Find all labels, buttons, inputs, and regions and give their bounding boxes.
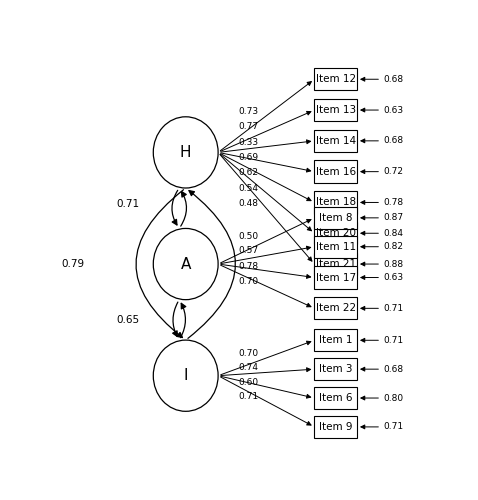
Text: 0.72: 0.72 <box>383 167 403 176</box>
Text: A: A <box>181 256 191 272</box>
Text: H: H <box>180 145 192 160</box>
Text: 0.78: 0.78 <box>239 262 259 271</box>
Text: 0.63: 0.63 <box>383 106 403 114</box>
Text: Item 11: Item 11 <box>315 242 356 252</box>
Text: 0.71: 0.71 <box>383 422 403 432</box>
FancyBboxPatch shape <box>315 329 357 351</box>
Text: Item 9: Item 9 <box>319 422 352 432</box>
Text: 0.74: 0.74 <box>239 364 259 372</box>
Text: 0.78: 0.78 <box>383 198 403 207</box>
Text: Item 22: Item 22 <box>315 304 356 314</box>
Ellipse shape <box>153 228 218 300</box>
FancyBboxPatch shape <box>315 160 357 183</box>
Text: 0.50: 0.50 <box>239 232 259 241</box>
Ellipse shape <box>153 340 218 411</box>
Text: 0.57: 0.57 <box>239 246 259 256</box>
Text: 0.71: 0.71 <box>117 200 140 209</box>
Text: Item 18: Item 18 <box>315 198 356 207</box>
Ellipse shape <box>153 117 218 188</box>
Text: I: I <box>184 368 188 383</box>
FancyBboxPatch shape <box>315 253 357 275</box>
Text: 0.68: 0.68 <box>383 74 403 84</box>
FancyBboxPatch shape <box>315 206 357 229</box>
FancyBboxPatch shape <box>315 222 357 244</box>
Text: 0.48: 0.48 <box>239 199 259 208</box>
Text: 0.65: 0.65 <box>117 315 140 325</box>
Text: 0.70: 0.70 <box>239 277 259 286</box>
Text: Item 12: Item 12 <box>315 74 356 84</box>
FancyBboxPatch shape <box>315 68 357 90</box>
Text: 0.68: 0.68 <box>383 136 403 145</box>
Text: 0.80: 0.80 <box>383 394 403 402</box>
Text: 0.68: 0.68 <box>383 364 403 374</box>
Text: 0.69: 0.69 <box>239 153 259 162</box>
Text: 0.77: 0.77 <box>239 122 259 131</box>
Text: 0.54: 0.54 <box>239 184 259 193</box>
FancyBboxPatch shape <box>315 416 357 438</box>
FancyBboxPatch shape <box>315 387 357 409</box>
Text: Item 16: Item 16 <box>315 166 356 176</box>
Text: 0.63: 0.63 <box>383 273 403 282</box>
FancyBboxPatch shape <box>315 358 357 380</box>
Text: 0.88: 0.88 <box>383 260 403 268</box>
FancyBboxPatch shape <box>315 130 357 152</box>
Text: Item 14: Item 14 <box>315 136 356 146</box>
FancyBboxPatch shape <box>315 192 357 214</box>
Text: Item 21: Item 21 <box>315 259 356 269</box>
Text: Item 1: Item 1 <box>319 336 352 345</box>
Text: 0.84: 0.84 <box>383 229 403 238</box>
Text: Item 3: Item 3 <box>319 364 352 374</box>
Text: 0.33: 0.33 <box>239 138 259 146</box>
Text: 0.71: 0.71 <box>383 336 403 345</box>
Text: 0.70: 0.70 <box>239 349 259 358</box>
FancyBboxPatch shape <box>315 99 357 121</box>
Text: 0.79: 0.79 <box>61 259 84 269</box>
Text: 0.71: 0.71 <box>383 304 403 313</box>
Text: Item 17: Item 17 <box>315 272 356 282</box>
Text: Item 20: Item 20 <box>316 228 356 238</box>
Text: 0.73: 0.73 <box>239 107 259 116</box>
Text: Item 6: Item 6 <box>319 393 352 403</box>
Text: Item 13: Item 13 <box>315 105 356 115</box>
Text: 0.82: 0.82 <box>383 242 403 251</box>
Text: Item 8: Item 8 <box>319 213 352 223</box>
FancyBboxPatch shape <box>315 297 357 320</box>
Text: 0.62: 0.62 <box>239 168 259 177</box>
FancyBboxPatch shape <box>315 266 357 288</box>
FancyBboxPatch shape <box>315 236 357 258</box>
Text: 0.71: 0.71 <box>239 392 259 402</box>
Text: 0.87: 0.87 <box>383 214 403 222</box>
Text: 0.60: 0.60 <box>239 378 259 387</box>
